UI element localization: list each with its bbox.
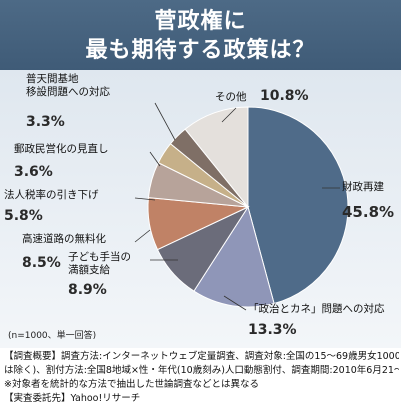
- header-banner: 菅政権に 最も期待する政策は？: [0, 0, 401, 70]
- percent-label: 5.8%: [4, 208, 43, 224]
- title-line-1: 菅政権に: [154, 8, 247, 34]
- category-label: 子ども手当の: [68, 250, 131, 263]
- category-label: 法人税率の引き下げ: [4, 188, 99, 201]
- leader-line: [149, 151, 161, 167]
- sample-note: (n=1000、単一回答): [8, 329, 96, 341]
- percent-label: 8.9%: [68, 282, 107, 298]
- leader-line: [134, 197, 156, 201]
- leader-lines: [134, 102, 340, 311]
- percent-label: 45.8%: [342, 203, 394, 221]
- footer-line-3: ※対象者を統計的な方法で抽出した世論調査などとは異なる: [4, 379, 259, 390]
- pie-slice: [247, 106, 349, 305]
- percent-label: 3.3%: [26, 114, 65, 130]
- leader-line: [134, 229, 151, 243]
- percent-label: 3.6%: [14, 164, 53, 180]
- percent-label: 10.8%: [260, 88, 309, 104]
- category-label: 高速道路の無料化: [22, 232, 106, 245]
- percent-label: 13.3%: [248, 322, 297, 338]
- pie-slices: [147, 106, 349, 308]
- percent-label: 8.5%: [22, 255, 61, 271]
- category-label: 移設問題への対応: [26, 85, 110, 98]
- leader-line: [223, 295, 247, 311]
- leader-line: [154, 102, 176, 141]
- footer-line-4: 【実査委託先】Yahoo!リサーチ: [4, 393, 141, 404]
- pie-slice: [193, 205, 275, 308]
- footer-line-2: は除く)、割付方法:全国8地域×性・年代(10歳刻み)人口動態割付、調査期間:2…: [4, 365, 399, 376]
- category-label: 「政治とカネ」問題への対応: [248, 302, 385, 315]
- pie-slice: [184, 106, 249, 209]
- leader-line: [221, 107, 237, 123]
- category-label: 普天間基地: [26, 72, 79, 85]
- category-label: 財政再建: [342, 180, 384, 193]
- category-label: 満額支給: [68, 263, 110, 276]
- footer-line-1: 【調査概要】調査方法:インターネットウェブ定量調査、調査対象:全国の15〜69歳…: [4, 351, 399, 362]
- title-line-2: 最も期待する政策は？: [85, 37, 316, 63]
- survey-footer: 【調査概要】調査方法:インターネットウェブ定量調査、調査対象:全国の15〜69歳…: [4, 350, 399, 406]
- category-label: その他: [215, 90, 247, 103]
- category-label: 郵政民営化の見直し: [14, 142, 109, 155]
